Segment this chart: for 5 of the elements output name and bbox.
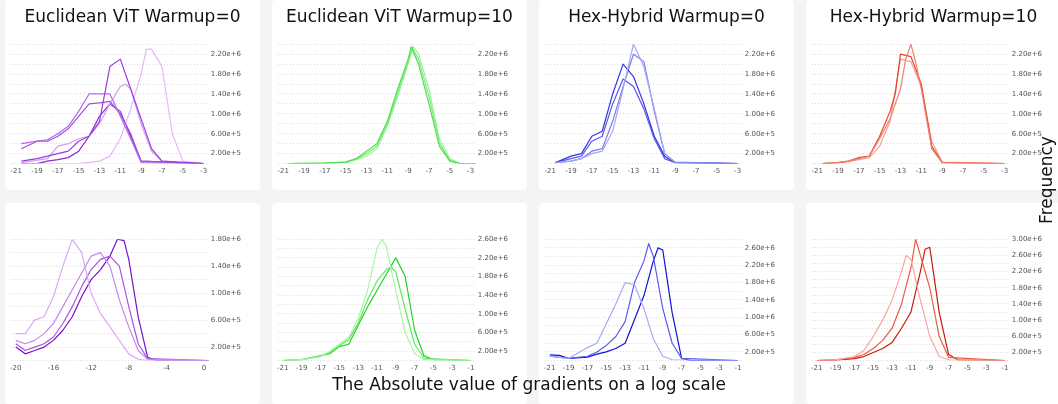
chart-title: Hex-Hybrid Warmup=0 xyxy=(567,6,766,26)
x-axis-title: The Absolute value of gradients on a log scale xyxy=(331,374,727,394)
chart-title: Hex-Hybrid Warmup=10 xyxy=(828,6,1039,26)
chart-title: Euclidean ViT Warmup=0 xyxy=(23,6,242,26)
chart-title: Euclidean ViT Warmup=10 xyxy=(285,6,514,26)
